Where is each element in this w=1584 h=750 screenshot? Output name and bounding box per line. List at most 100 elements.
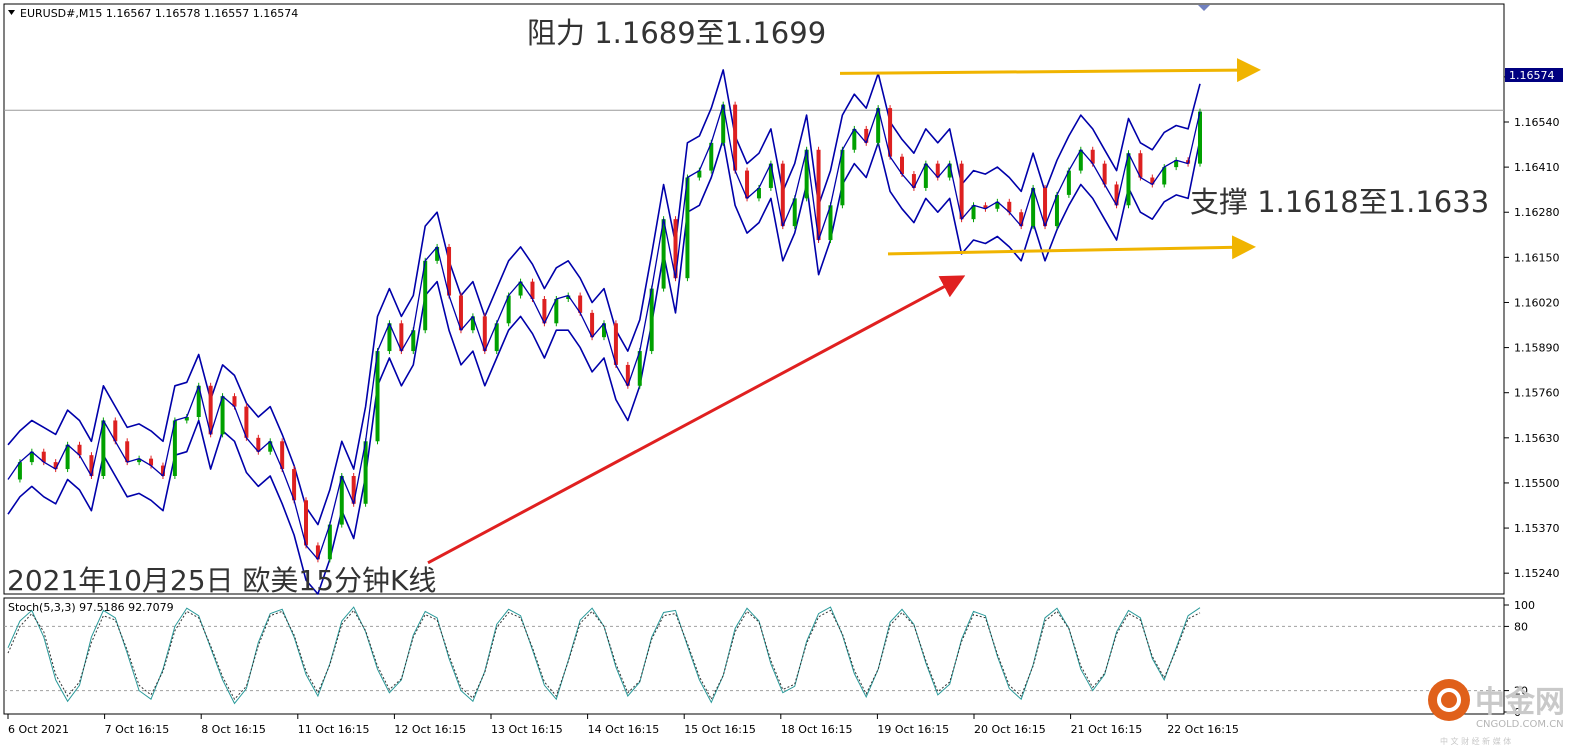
- y-tick-label: 1.15370: [1514, 522, 1560, 535]
- candle-body: [840, 149, 845, 206]
- watermark-domain: CNGOLD.COM.CN: [1476, 719, 1564, 730]
- candle-body: [852, 128, 857, 150]
- candle-body: [518, 281, 523, 296]
- candle-body: [494, 323, 499, 352]
- stoch-y-tick-label: 0: [1514, 706, 1521, 719]
- candle-body: [876, 108, 881, 143]
- candle-body: [1138, 153, 1143, 178]
- candle-body: [637, 351, 642, 386]
- candle-body: [816, 149, 821, 240]
- candle-body: [578, 295, 583, 313]
- candle-body: [339, 476, 344, 525]
- main-price-layer: [4, 58, 1504, 595]
- candle-body: [1066, 170, 1071, 195]
- candle-body: [768, 163, 773, 188]
- candle-body: [888, 108, 893, 157]
- candle-body: [530, 281, 535, 299]
- candle-body: [363, 441, 368, 504]
- candle-body: [29, 451, 34, 463]
- x-tick-label: 13 Oct 16:15: [491, 723, 563, 736]
- candle-body: [149, 458, 154, 466]
- watermark-brand: 中金网: [1475, 685, 1565, 720]
- candle-body: [756, 187, 761, 199]
- candle-body: [160, 465, 165, 476]
- candle-body: [745, 170, 750, 199]
- lower-band-line: [7, 138, 1201, 595]
- cngold-logo-icon: [1428, 679, 1470, 721]
- candle-body: [375, 351, 380, 442]
- candle-body: [935, 163, 940, 178]
- candle-body: [232, 396, 237, 407]
- candle-body: [65, 444, 70, 470]
- candle-body: [1150, 177, 1155, 185]
- candle-body: [113, 420, 118, 442]
- candle-body: [864, 128, 869, 143]
- dropdown-triangle-icon[interactable]: [8, 10, 15, 15]
- chart-caption: 2021年10月25日 欧美15分钟K线: [7, 564, 436, 597]
- x-tick-label: 7 Oct 16:15: [105, 723, 170, 736]
- oscillator-layer: [4, 606, 1504, 705]
- candle-body: [315, 545, 320, 560]
- candle-body: [900, 156, 904, 175]
- candle-body: [196, 385, 201, 417]
- candle-body: [828, 205, 833, 240]
- candle-body: [1019, 212, 1024, 227]
- candle-body: [1114, 184, 1119, 206]
- candle-body: [125, 441, 130, 463]
- candle-body: [435, 246, 440, 261]
- candle-body: [256, 437, 261, 452]
- candle-body: [685, 177, 690, 279]
- current-price-label: 1.16574: [1509, 69, 1555, 82]
- candle-body: [280, 441, 285, 470]
- x-tick-label: 8 Oct 16:15: [201, 723, 266, 736]
- candle-body: [590, 312, 595, 338]
- candle-body: [1031, 187, 1036, 227]
- candle-body: [1090, 149, 1095, 164]
- trend-arrow: [427, 275, 966, 565]
- candle-body: [1054, 194, 1059, 227]
- y-tick-label: 1.15630: [1514, 432, 1560, 445]
- candle-body: [1174, 160, 1179, 168]
- x-tick-label: 20 Oct 16:15: [974, 723, 1046, 736]
- current-price-tag: [1505, 68, 1563, 82]
- y-tick-label: 1.16280: [1514, 206, 1560, 219]
- chart-shift-marker-icon[interactable]: [1198, 5, 1210, 11]
- candle-body: [292, 469, 297, 501]
- y-tick-label: 1.16410: [1514, 161, 1560, 174]
- candle-body: [1102, 163, 1107, 185]
- middle-price-line: [7, 103, 1201, 560]
- x-tick-label: 18 Oct 16:15: [781, 723, 853, 736]
- x-tick-label: 11 Oct 16:15: [298, 723, 370, 736]
- candle-body: [89, 455, 94, 476]
- cngold-logo-mark-icon: [1437, 688, 1461, 712]
- candle-body: [804, 149, 809, 199]
- candle-body: [268, 441, 273, 452]
- candle-body: [101, 420, 106, 476]
- y-tick-label: 1.15890: [1514, 342, 1560, 355]
- x-tick-label: 12 Oct 16:15: [394, 723, 466, 736]
- candle-body: [733, 104, 738, 171]
- x-tick-label: 19 Oct 16:15: [877, 723, 949, 736]
- candle-body: [172, 420, 177, 476]
- x-tick-label: 22 Oct 16:15: [1167, 723, 1239, 736]
- candle-body: [983, 205, 988, 209]
- candle-body: [184, 417, 189, 421]
- candle-body: [947, 163, 952, 178]
- candle-body: [208, 385, 213, 435]
- candle-body: [709, 142, 714, 171]
- candle-body: [458, 295, 463, 331]
- resistance-label: 阻力 1.1689至1.1699: [527, 16, 826, 50]
- candle-body: [244, 406, 249, 438]
- candle-body: [995, 201, 1000, 209]
- resistance-arrow: [839, 58, 1261, 83]
- candle-body: [506, 295, 511, 324]
- stoch-y-tick-label: 80: [1514, 620, 1528, 633]
- candle-body: [399, 323, 404, 352]
- candle-body: [351, 476, 356, 504]
- candle-body: [661, 219, 666, 289]
- candle-body: [304, 500, 308, 546]
- candle-body: [41, 451, 46, 463]
- candle-body: [613, 323, 618, 365]
- candle-body: [137, 458, 142, 463]
